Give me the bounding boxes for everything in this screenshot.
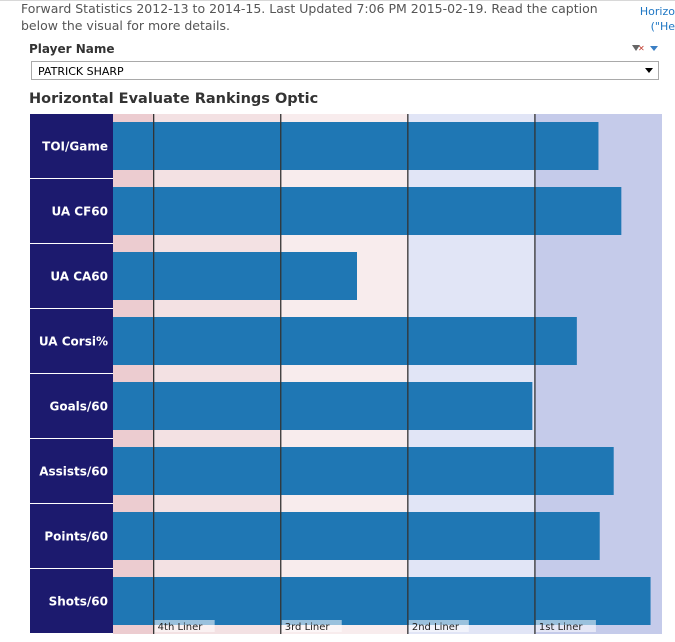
- chevron-down-icon[interactable]: [645, 68, 653, 73]
- filter-controls[interactable]: ✕: [630, 42, 660, 56]
- player-name-label: Player Name: [29, 42, 115, 56]
- row-label: UA CA60: [50, 270, 108, 284]
- bar: [113, 122, 599, 170]
- zone-label: 2nd Liner: [412, 622, 460, 633]
- zone-label-bg: [281, 620, 342, 632]
- row-label: Assists/60: [39, 465, 108, 479]
- bar: [113, 252, 357, 300]
- row-label: UA CF60: [51, 205, 108, 219]
- bar: [113, 447, 614, 495]
- row-label-cell: [30, 504, 113, 568]
- row-label: TOI/Game: [42, 140, 108, 154]
- bar: [113, 317, 577, 365]
- player-name-dropdown[interactable]: PATRICK SHARP: [31, 61, 659, 80]
- row-label-cell: [30, 439, 113, 503]
- report-caption: Forward Statistics 2012-13 to 2014-15. L…: [21, 1, 598, 33]
- side-link[interactable]: Horizo ("He: [635, 4, 675, 34]
- bar: [113, 382, 533, 430]
- player-name-selected: PATRICK SHARP: [38, 65, 124, 78]
- zone-label-bg: [154, 620, 215, 632]
- zone-label: 1st Liner: [539, 622, 584, 633]
- zone-label: 3rd Liner: [285, 622, 331, 633]
- chart-title: Horizontal Evaluate Rankings Optic: [29, 91, 319, 107]
- row-label: Goals/60: [49, 400, 108, 414]
- row-label: Points/60: [44, 530, 108, 544]
- row-label-cell: [30, 179, 113, 243]
- side-link-line2[interactable]: ("He: [650, 20, 675, 33]
- row-label-cell: [30, 374, 113, 438]
- row-label-cell: [30, 114, 113, 178]
- zone-label-bg: [408, 620, 469, 632]
- bar: [113, 187, 622, 235]
- clear-x-icon[interactable]: ✕: [638, 44, 645, 53]
- top-rule: [0, 0, 675, 1]
- side-link-line1[interactable]: Horizo: [639, 5, 675, 18]
- row-label: UA Corsi%: [39, 335, 108, 349]
- bar: [113, 512, 600, 560]
- row-label: Shots/60: [49, 595, 108, 609]
- row-label-cell: [30, 309, 113, 373]
- bar: [113, 577, 651, 625]
- clear-filter-icon[interactable]: [632, 45, 640, 51]
- row-label-cell: [30, 244, 113, 308]
- zone-label-bg: [535, 620, 596, 632]
- zone-label: 4th Liner: [158, 622, 204, 633]
- filter-menu-icon[interactable]: [650, 46, 658, 51]
- row-label-cell: [30, 569, 113, 633]
